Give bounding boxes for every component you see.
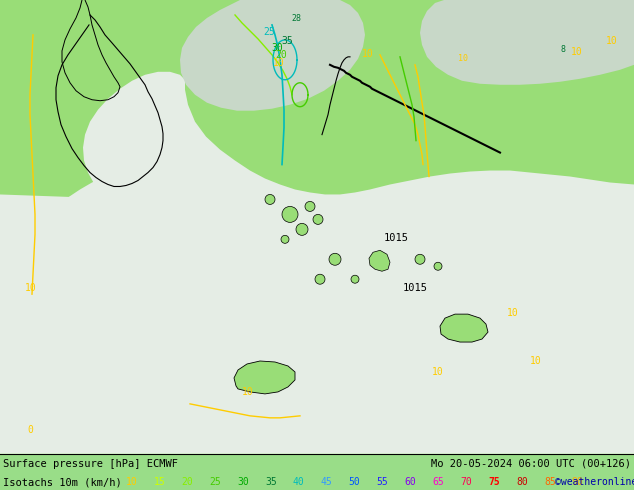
Text: 30: 30 — [237, 477, 249, 487]
Text: 0: 0 — [27, 425, 34, 435]
Circle shape — [351, 275, 359, 283]
Text: 25: 25 — [209, 477, 221, 487]
Text: 80: 80 — [516, 477, 528, 487]
Polygon shape — [369, 250, 390, 271]
Text: 10: 10 — [362, 49, 373, 58]
Text: 10: 10 — [530, 356, 541, 366]
Text: 65: 65 — [432, 477, 444, 487]
Text: 30: 30 — [271, 43, 283, 52]
Circle shape — [313, 215, 323, 224]
Polygon shape — [0, 72, 634, 454]
Text: 25: 25 — [263, 27, 275, 37]
Polygon shape — [0, 0, 634, 454]
Text: 10: 10 — [242, 388, 253, 397]
Text: 20: 20 — [181, 477, 193, 487]
Text: 10: 10 — [507, 308, 518, 318]
Polygon shape — [420, 0, 634, 85]
Text: 10: 10 — [25, 283, 36, 293]
Text: Isotachs 10m (km/h): Isotachs 10m (km/h) — [3, 477, 122, 487]
Circle shape — [281, 235, 289, 244]
Text: 60: 60 — [404, 477, 417, 487]
Text: 35: 35 — [281, 36, 293, 46]
Text: 10: 10 — [606, 36, 618, 46]
Text: 10: 10 — [432, 367, 443, 377]
Text: ©weatheronline.co.uk: ©weatheronline.co.uk — [555, 477, 634, 487]
Text: 10: 10 — [126, 477, 138, 487]
Circle shape — [265, 195, 275, 204]
Text: 8: 8 — [560, 46, 566, 54]
Text: 55: 55 — [377, 477, 389, 487]
Circle shape — [434, 262, 442, 270]
Text: 35: 35 — [265, 477, 277, 487]
Circle shape — [329, 253, 341, 265]
Polygon shape — [440, 314, 488, 342]
Circle shape — [415, 254, 425, 264]
Text: 50: 50 — [349, 477, 361, 487]
Text: Mo 20-05-2024 06:00 UTC (00+126): Mo 20-05-2024 06:00 UTC (00+126) — [431, 459, 631, 469]
Text: 1015: 1015 — [403, 283, 428, 293]
Text: 28: 28 — [292, 14, 302, 23]
Text: 10: 10 — [458, 54, 468, 64]
Polygon shape — [234, 361, 295, 394]
Text: Surface pressure [hPa] ECMWF: Surface pressure [hPa] ECMWF — [3, 459, 178, 469]
Text: 90: 90 — [572, 477, 584, 487]
Text: 20: 20 — [275, 50, 287, 60]
Circle shape — [315, 274, 325, 284]
Text: 10: 10 — [273, 58, 285, 68]
Text: 40: 40 — [293, 477, 305, 487]
Circle shape — [305, 201, 315, 211]
Polygon shape — [180, 0, 365, 111]
Circle shape — [296, 223, 308, 235]
Text: 15: 15 — [153, 477, 165, 487]
Text: 1015: 1015 — [384, 233, 409, 243]
Circle shape — [282, 206, 298, 222]
Text: 85: 85 — [544, 477, 556, 487]
Text: 70: 70 — [460, 477, 472, 487]
Text: 75: 75 — [488, 477, 500, 487]
Text: 10: 10 — [571, 47, 583, 57]
Text: 45: 45 — [321, 477, 333, 487]
